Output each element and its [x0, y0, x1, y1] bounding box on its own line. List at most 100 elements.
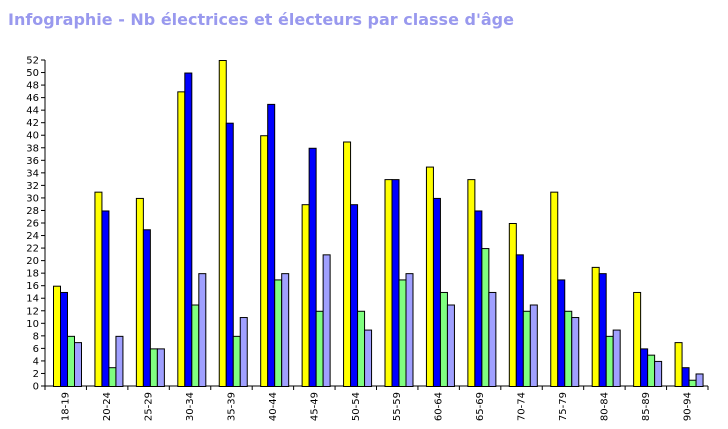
y-tick-label: 50 — [26, 68, 39, 79]
x-tick-label: 75-79 — [558, 392, 569, 421]
x-tick-label: 70-74 — [517, 392, 528, 421]
y-tick-label: 52 — [26, 56, 39, 67]
bars — [53, 60, 704, 388]
bar-30-34-s1 — [177, 91, 186, 387]
bar-65-69-s4 — [488, 291, 497, 388]
bar-55-59-s4 — [405, 273, 414, 387]
bar-35-39-s3 — [232, 335, 241, 388]
bar-75-79-s2 — [557, 279, 566, 387]
bar-65-69-s3 — [481, 248, 490, 387]
y-tick-label: 16 — [26, 281, 39, 292]
y-tick-label: 0 — [33, 382, 39, 393]
bar-45-49-s2 — [308, 147, 317, 387]
bar-40-44-s3 — [274, 279, 283, 387]
y-tick-label: 14 — [26, 294, 39, 305]
bar-20-24-s3 — [108, 367, 117, 388]
x-tick-label: 65-69 — [475, 392, 486, 421]
bar-35-39-s1 — [218, 60, 227, 387]
bar-65-69-s1 — [467, 179, 476, 387]
bar-25-29-s1 — [135, 197, 144, 387]
bar-35-39-s4 — [239, 317, 248, 387]
bar-90-94-s3 — [688, 379, 697, 388]
bar-30-34-s4 — [198, 273, 207, 387]
bar-55-59-s1 — [384, 179, 393, 387]
y-tick-label: 34 — [26, 168, 39, 179]
y-tick-label: 26 — [26, 219, 39, 230]
y-tick-label: 18 — [26, 269, 39, 280]
y-tick-label: 42 — [26, 118, 39, 129]
x-tick-label: 20-24 — [102, 392, 113, 421]
bar-18-19-s3 — [67, 335, 75, 388]
bar-80-84-s2 — [598, 273, 607, 387]
x-tick-label: 85-89 — [641, 392, 652, 421]
y-tick-label: 8 — [33, 331, 39, 342]
bar-20-24-s2 — [101, 210, 110, 387]
x-tick-label: 80-84 — [599, 392, 610, 421]
x-tick-label: 18-19 — [61, 392, 72, 421]
y-tick-label: 30 — [26, 193, 39, 204]
bar-18-19-s1 — [53, 285, 61, 388]
bar-80-84-s1 — [591, 266, 600, 387]
bar-60-64-s2 — [432, 197, 441, 387]
bar-30-34-s2 — [184, 72, 193, 388]
x-tick-label: 50-54 — [351, 392, 362, 421]
x-tick-label: 90-94 — [682, 392, 693, 421]
y-tick-label: 28 — [26, 206, 39, 217]
y-tick-label: 32 — [26, 181, 39, 192]
bar-70-74-s2 — [515, 254, 524, 387]
x-tick-label: 55-59 — [392, 392, 403, 421]
bar-60-64-s1 — [425, 166, 434, 387]
y-tick-label: 48 — [26, 81, 39, 92]
y-tick-label: 6 — [33, 344, 39, 355]
bar-85-89-s4 — [654, 360, 663, 387]
bar-20-24-s4 — [115, 335, 124, 388]
y-tick-label: 44 — [26, 106, 39, 117]
bar-20-24-s1 — [94, 191, 103, 387]
bar-70-74-s3 — [522, 310, 531, 387]
bar-18-19-s4 — [74, 342, 82, 388]
bar-50-54-s1 — [343, 141, 352, 387]
bar-40-44-s2 — [267, 103, 276, 387]
x-tick-label: 40-44 — [268, 392, 279, 421]
bar-65-69-s2 — [474, 210, 483, 387]
tick-labels: 0246810121416182022242628303234363840424… — [26, 56, 693, 422]
bar-80-84-s3 — [605, 335, 614, 388]
bar-60-64-s4 — [446, 304, 455, 387]
bar-25-29-s2 — [142, 229, 151, 387]
y-tick-label: 2 — [33, 369, 39, 380]
bar-30-34-s3 — [191, 304, 200, 387]
bar-50-54-s3 — [357, 310, 366, 387]
bar-70-74-s1 — [508, 223, 517, 387]
y-tick-label: 24 — [26, 231, 39, 242]
bar-75-79-s1 — [550, 191, 559, 387]
y-tick-label: 40 — [26, 131, 39, 142]
bar-55-59-s2 — [391, 179, 400, 387]
bar-45-49-s4 — [322, 254, 331, 387]
bar-45-49-s3 — [315, 310, 324, 387]
chart-title: Infographie - Nb électrices et électeurs… — [8, 10, 514, 29]
bar-75-79-s3 — [564, 310, 573, 387]
bar-25-29-s4 — [156, 348, 165, 387]
y-tick-label: 46 — [26, 93, 39, 104]
x-tick-label: 60-64 — [434, 392, 445, 421]
bar-90-94-s2 — [681, 367, 690, 388]
bar-90-94-s4 — [695, 373, 704, 388]
bar-80-84-s4 — [612, 329, 621, 388]
y-tick-label: 36 — [26, 156, 39, 167]
y-tick-label: 12 — [26, 306, 39, 317]
y-tick-label: 20 — [26, 256, 39, 267]
bar-85-89-s2 — [640, 348, 649, 387]
x-tick-label: 45-49 — [309, 392, 320, 421]
bar-60-64-s3 — [439, 291, 448, 388]
bar-85-89-s1 — [633, 291, 642, 388]
bar-45-49-s1 — [301, 204, 310, 387]
x-tick-label: 25-29 — [144, 392, 155, 421]
x-tick-label: 30-34 — [185, 392, 196, 421]
x-tick-label: 35-39 — [226, 392, 237, 421]
bar-75-79-s4 — [571, 317, 580, 387]
y-tick-label: 4 — [33, 356, 39, 367]
bar-40-44-s4 — [281, 273, 290, 387]
y-tick-label: 38 — [26, 143, 39, 154]
bar-18-19-s2 — [60, 291, 68, 388]
